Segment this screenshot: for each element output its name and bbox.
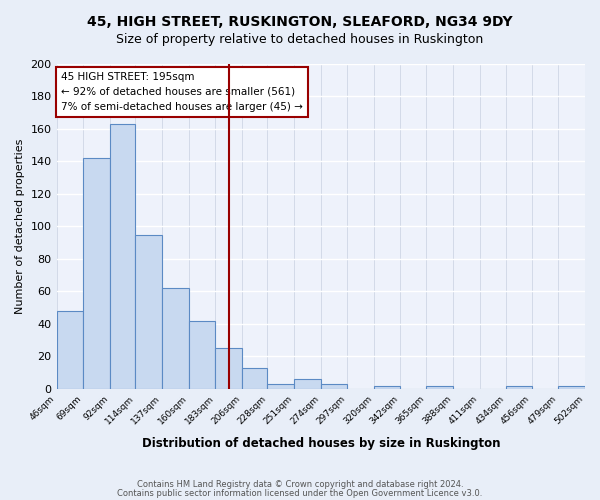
Bar — [506, 386, 532, 389]
Bar — [56, 311, 83, 389]
Bar — [268, 384, 294, 389]
Text: Size of property relative to detached houses in Ruskington: Size of property relative to detached ho… — [116, 32, 484, 46]
Bar — [294, 379, 321, 389]
Bar — [136, 234, 162, 389]
Bar — [559, 386, 585, 389]
Bar — [110, 124, 136, 389]
X-axis label: Distribution of detached houses by size in Ruskington: Distribution of detached houses by size … — [142, 437, 500, 450]
Bar — [215, 348, 242, 389]
Text: 45, HIGH STREET, RUSKINGTON, SLEAFORD, NG34 9DY: 45, HIGH STREET, RUSKINGTON, SLEAFORD, N… — [87, 15, 513, 29]
Bar — [374, 386, 400, 389]
Text: Contains public sector information licensed under the Open Government Licence v3: Contains public sector information licen… — [118, 488, 482, 498]
Text: Contains HM Land Registry data © Crown copyright and database right 2024.: Contains HM Land Registry data © Crown c… — [137, 480, 463, 489]
Y-axis label: Number of detached properties: Number of detached properties — [15, 139, 25, 314]
Text: 45 HIGH STREET: 195sqm
← 92% of detached houses are smaller (561)
7% of semi-det: 45 HIGH STREET: 195sqm ← 92% of detached… — [61, 72, 303, 112]
Bar — [188, 320, 215, 389]
Bar — [83, 158, 110, 389]
Bar — [162, 288, 188, 389]
Bar — [426, 386, 453, 389]
Bar — [321, 384, 347, 389]
Bar — [242, 368, 268, 389]
